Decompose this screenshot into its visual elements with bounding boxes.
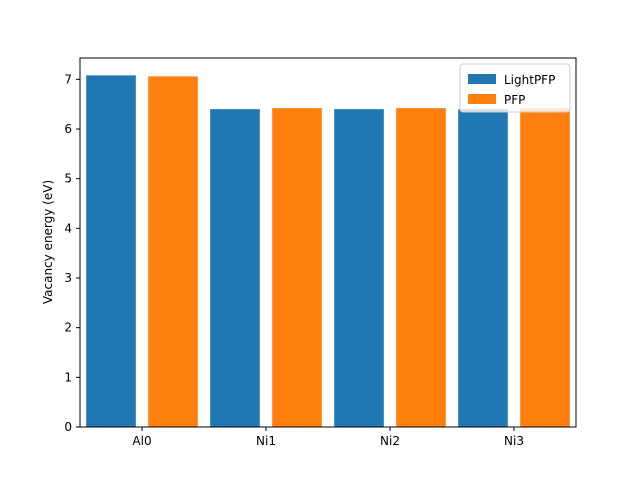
x-tick-label: Al0 xyxy=(132,434,151,448)
bars-group xyxy=(86,75,570,428)
y-tick-label: 7 xyxy=(64,72,72,86)
legend-swatch-lightpfp xyxy=(468,74,496,84)
legend-label-lightpfp: LightPFP xyxy=(504,73,555,87)
bar-pfp-ni3 xyxy=(520,108,570,427)
bar-pfp-ni1 xyxy=(272,108,322,427)
axes-frame xyxy=(79,57,577,428)
x-tick-label: Ni3 xyxy=(504,434,524,448)
y-tick-label: 2 xyxy=(64,321,72,335)
y-axis-label: Vacancy energy (eV) xyxy=(41,180,55,304)
bar-pfp-ni2 xyxy=(396,108,446,427)
x-tick-label: Ni2 xyxy=(380,434,400,448)
legend: LightPFP PFP xyxy=(459,63,571,113)
y-tick-label: 1 xyxy=(64,370,72,384)
y-tick-label: 0 xyxy=(64,420,72,434)
bar-lightpfp-ni3 xyxy=(458,109,508,428)
legend-label-pfp: PFP xyxy=(504,93,525,107)
x-axis: Al0 Ni1 Ni2 Ni3 xyxy=(132,427,524,448)
y-tick-label: 5 xyxy=(64,172,72,186)
y-axis: 0 1 2 3 4 5 6 7 xyxy=(64,72,80,434)
y-tick-label: 3 xyxy=(64,271,72,285)
bar-lightpfp-ni2 xyxy=(334,109,384,428)
bar-pfp-al0 xyxy=(148,76,198,427)
y-tick-label: 4 xyxy=(64,221,72,235)
bar-lightpfp-al0 xyxy=(86,75,136,427)
y-tick-label: 6 xyxy=(64,122,72,136)
bar-lightpfp-ni1 xyxy=(210,109,260,428)
x-tick-label: Ni1 xyxy=(256,434,276,448)
legend-swatch-pfp xyxy=(468,94,496,104)
